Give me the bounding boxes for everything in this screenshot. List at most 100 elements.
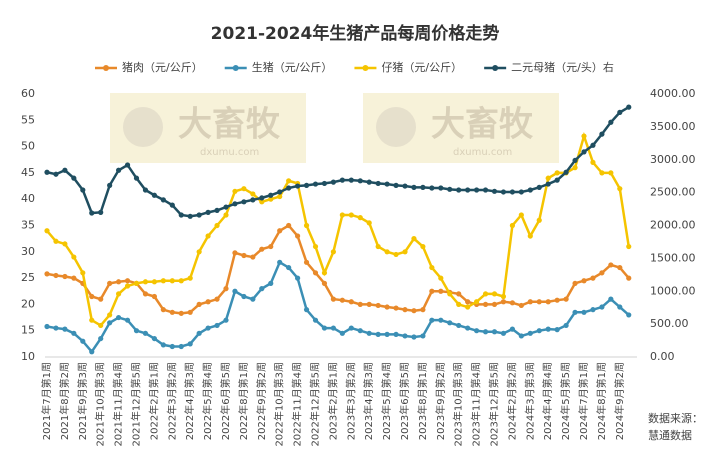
point [205,299,211,305]
watermark-text: 大畜牧 [178,105,281,145]
y2-tick-label: 0.00 [650,350,675,363]
x-tick-label: 2022年12月第5周 [309,362,322,447]
y-tick-label: 55 [21,113,35,126]
point [223,286,229,292]
point [617,304,623,310]
point [268,192,274,198]
point [223,317,229,323]
point [357,215,363,221]
point [518,333,524,339]
point [160,307,166,313]
point [98,209,104,215]
x-tick-label: 2022年6月第5周 [219,362,232,440]
point [536,184,542,190]
point [71,275,77,281]
point [205,325,211,331]
y2-tick-label: 3500.00 [650,120,696,133]
legend-label: 生猪（元/公斤） [252,60,333,74]
point [232,201,238,207]
point [339,330,345,336]
point [402,249,408,255]
point [626,104,632,110]
y-tick-label: 35 [21,219,35,232]
x-tick-label: 2022年9月第2周 [255,362,268,440]
point [456,291,462,297]
point [393,251,399,258]
point [232,250,238,256]
point [447,291,453,297]
x-tick-label: 2024年7月第1周 [577,362,590,440]
point [178,278,184,284]
point [474,187,480,193]
point [151,293,157,300]
point [330,179,336,185]
watermark-site: dxumu.com [453,147,512,158]
point [321,280,328,286]
point [98,296,104,302]
point [465,299,471,305]
point [581,133,587,139]
x-tick-label: 2024年8月第1周 [595,362,608,440]
x-tick-label: 2021年12月第5周 [130,362,143,447]
y2-tick-label: 2500.00 [650,186,696,199]
point [89,293,95,300]
point [241,252,247,259]
point [187,341,193,347]
point [500,299,507,305]
point [438,275,444,281]
y2-tick-label: 1000.00 [650,284,696,297]
point [178,212,184,218]
point [303,307,310,313]
point [116,279,122,285]
point [626,243,632,250]
y-tick-label: 20 [21,297,35,310]
point [196,249,202,255]
point [420,184,426,190]
x-tick-label: 2021年11月第4周 [112,362,125,447]
point [518,212,524,218]
point [312,243,319,250]
point [545,299,551,305]
point [357,301,363,307]
x-tick-label: 2021年9月第3周 [76,362,89,440]
point [303,182,310,188]
point [554,297,560,303]
point [491,188,498,194]
x-tick-label: 2024年3月第3周 [523,362,536,440]
point [456,187,462,193]
point [268,280,274,286]
point [330,296,336,302]
point [581,278,587,284]
point [348,212,354,218]
point [402,333,408,339]
point [590,307,596,313]
point [500,293,507,300]
point [89,349,95,355]
point [178,310,184,316]
point [581,309,587,315]
point [599,170,605,176]
point [572,309,578,315]
x-tick-label: 2023年6月第5周 [398,362,411,440]
point [250,254,256,260]
point [572,280,578,286]
point [53,238,59,244]
point [411,236,417,242]
point [590,159,596,165]
point [536,217,542,223]
watermark-logo [123,107,163,147]
point [500,330,507,336]
legend-marker [362,65,369,71]
point [151,279,157,285]
y2-tick-label: 1500.00 [650,251,696,264]
x-tick-label: 2023年5月第4周 [380,362,393,440]
point [456,322,462,329]
point [438,185,444,191]
point [312,181,319,187]
legend-label: 猪肉（元/公斤） [122,61,203,74]
point [89,210,95,216]
x-tick-label: 2023年2月第1周 [326,362,339,440]
y-tick-label: 15 [21,324,35,337]
point [375,302,381,309]
